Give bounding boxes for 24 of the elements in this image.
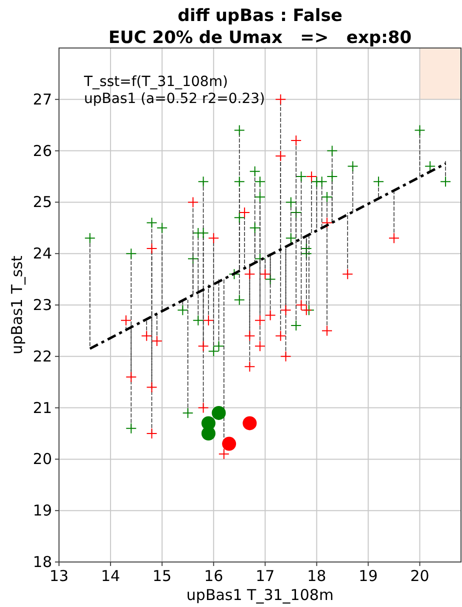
y-tick-label: 26 <box>32 142 52 160</box>
y-tick-label: 25 <box>32 193 52 212</box>
y-tick-label: 24 <box>32 244 52 263</box>
x-tick-label: 13 <box>49 567 69 585</box>
y-tick-label: 23 <box>32 296 52 314</box>
chart-title: diff upBas : False <box>178 6 342 26</box>
annotation: T_sst=f(T_31_108m) <box>83 74 228 90</box>
y-tick-label: 20 <box>32 450 52 468</box>
x-tick-label: 18 <box>307 567 326 585</box>
y-tick-label: 19 <box>32 502 52 520</box>
x-tick-label: 19 <box>358 567 378 585</box>
annotation: upBas1 (a=0.52 r2=0.23) <box>84 91 266 107</box>
x-tick-label: 14 <box>100 567 120 585</box>
y-tick-label: 27 <box>32 90 52 108</box>
x-tick-label: 20 <box>410 567 430 585</box>
x-tick-label: 16 <box>204 567 224 585</box>
x-tick-label: 17 <box>256 567 275 585</box>
y-tick-label: 18 <box>32 553 52 571</box>
y-axis-title: upBas1 T_sst <box>8 255 26 354</box>
x-axis-title: upBas1 T_31_108m <box>186 586 334 604</box>
y-tick-label: 21 <box>32 398 52 417</box>
x-tick-label: 15 <box>152 567 172 585</box>
chart-subtitle: EUC 20% de Umax => exp:80 <box>108 28 412 48</box>
y-tick-label: 22 <box>32 347 52 366</box>
